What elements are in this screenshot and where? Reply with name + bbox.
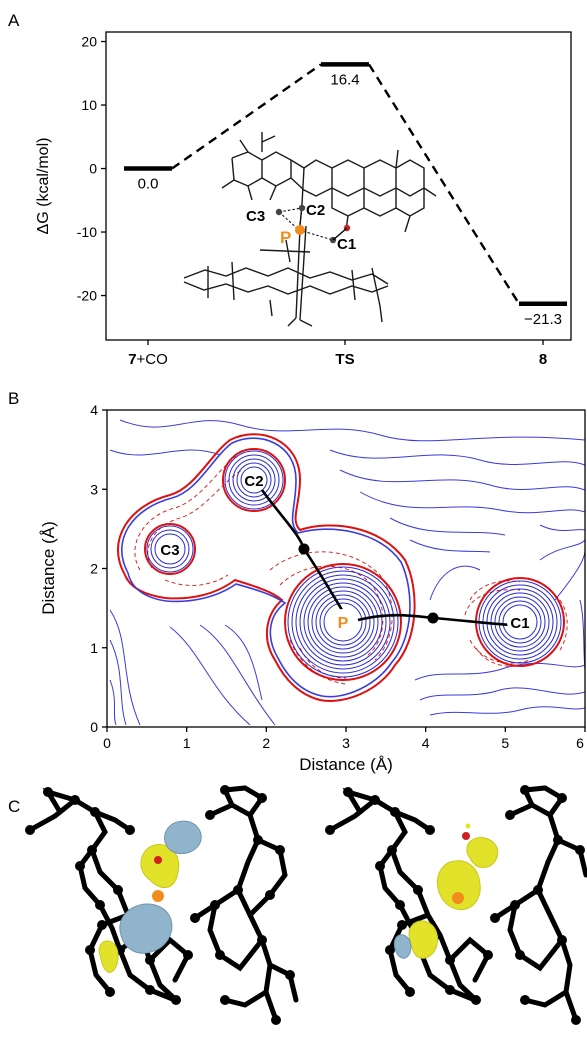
contour-y-tick-label: 0 xyxy=(90,719,98,735)
contour-x-tick-label: 1 xyxy=(183,735,191,751)
energy-category-label: 7+CO xyxy=(128,351,168,368)
atom-label-c1: C1 xyxy=(337,236,356,253)
contour-x-tick-label: 0 xyxy=(103,735,111,751)
contour-x-tick-label: 2 xyxy=(262,735,270,751)
contour-x-axis-label: Distance (Å) xyxy=(299,755,393,774)
energy-diagram: 20 10 0 -10 -20 ΔG (kcal/mol) 0.0 7+CO 16.4 TS −… xyxy=(35,31,572,368)
contour-label-c2: C2 xyxy=(244,473,263,490)
contour-map: C2 C3 P C1 0 1 2 3 4 5 6 0 1 2 3 4 Distance (Å) Di… xyxy=(39,402,586,774)
atom-c3-sphere xyxy=(275,208,283,216)
contour-label-c1: C1 xyxy=(510,615,529,632)
ts-structure xyxy=(183,132,437,327)
contour-y-tick-label: 3 xyxy=(90,481,98,497)
energy-value-label: 0.0 xyxy=(138,176,159,193)
atom-label-p: P xyxy=(280,228,291,247)
energy-connector-line xyxy=(367,63,521,305)
panel-c-letter: C xyxy=(8,797,20,816)
nucleus-c3 xyxy=(158,537,182,561)
contour-x-tick-label: 6 xyxy=(576,735,584,751)
energy-y-tick-label: -10 xyxy=(77,224,97,240)
contour-label-c3: C3 xyxy=(160,542,179,559)
contour-label-p: P xyxy=(338,615,349,632)
nucleus-c2 xyxy=(242,468,266,492)
energy-value-label: 16.4 xyxy=(330,71,359,88)
energy-y-tick-label: 20 xyxy=(81,34,97,50)
energy-y-axis-label: ΔG (kcal/mol) xyxy=(35,138,52,235)
nucleus-c1 xyxy=(507,609,533,635)
orbital-view-left xyxy=(25,785,299,1025)
nucleus-p xyxy=(330,609,356,635)
energy-category-label: 8 xyxy=(539,351,547,368)
contour-y-tick-label: 2 xyxy=(90,561,98,577)
orbital-view-right xyxy=(325,785,587,1025)
energy-value-label: −21.3 xyxy=(524,311,562,328)
contour-y-tick-label: 1 xyxy=(90,640,98,656)
atom-c2-sphere xyxy=(298,204,306,212)
energy-category-label: TS xyxy=(335,351,354,368)
bond-critical-point-p-c2 xyxy=(298,543,310,555)
atom-label-c3: C3 xyxy=(246,208,265,225)
atom-label-c2: C2 xyxy=(306,202,325,219)
energy-y-tick-label: -20 xyxy=(77,288,97,304)
energy-plot-frame xyxy=(105,31,572,341)
atom-p-sphere xyxy=(295,225,305,235)
contour-y-axis-label: Distance (Å) xyxy=(39,521,58,615)
contour-x-tick-label: 5 xyxy=(501,735,509,751)
contour-x-tick-label: 4 xyxy=(422,735,430,751)
energy-y-tick-label: 0 xyxy=(89,161,97,177)
panel-b-letter: B xyxy=(8,389,19,408)
energy-connector-line xyxy=(171,63,322,170)
contour-field xyxy=(109,419,585,726)
bond-critical-point-p-c1 xyxy=(427,612,439,624)
energy-y-tick-label: 10 xyxy=(81,97,97,113)
panel-a-letter: A xyxy=(8,11,20,30)
contour-x-tick-label: 3 xyxy=(342,735,350,751)
contour-y-tick-label: 4 xyxy=(90,402,98,418)
